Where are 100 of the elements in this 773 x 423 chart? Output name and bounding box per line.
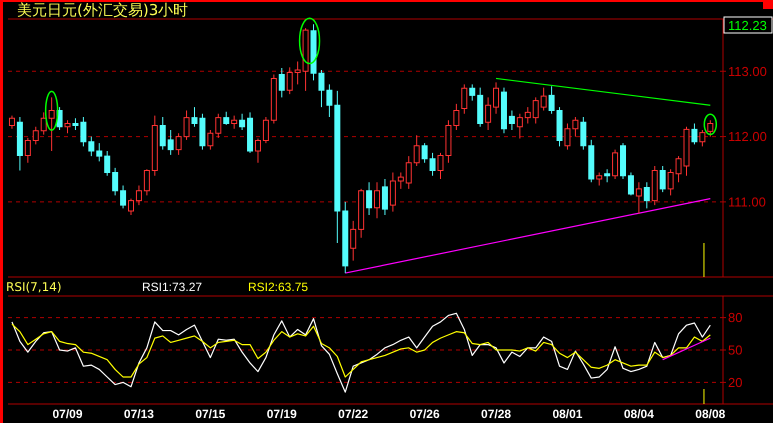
candlestick [184,110,190,140]
candlestick [414,134,420,166]
y-tick-label: 111.00 [728,194,766,210]
x-tick-label: 07/19 [266,407,298,421]
x-tick-label: 08/04 [624,407,654,421]
x-tick-label: 07/15 [195,407,226,421]
candlestick [493,82,500,114]
candlestick [556,106,563,147]
candlestick [620,142,626,180]
x-tick-label: 08/08 [695,407,726,421]
text: RSI2:63.75 [248,280,308,294]
candlestick [580,116,586,150]
candlestick [191,106,198,128]
candlestick [247,112,254,154]
candlestick [508,110,515,131]
candlestick [168,130,174,156]
candlestick [430,152,436,176]
candlestick [422,142,428,164]
x-tick-label: 07/28 [481,407,512,421]
candlestick [8,115,15,130]
text: RSI1:73.27 [142,280,202,294]
candlestick [358,188,364,238]
candlestick [176,132,182,156]
candlestick [199,113,206,150]
candlestick [342,201,348,274]
candlestick [691,123,698,145]
candlestick [239,113,246,131]
y-tick-label: 112.00 [728,129,767,144]
x-tick-label: 07/09 [52,407,83,421]
candlestick [294,60,301,85]
candlestick [207,130,214,150]
candlestick [231,115,238,130]
candlestick [144,168,150,196]
candlestick [660,165,666,193]
candlestick [215,113,222,138]
candlestick [88,136,94,157]
y-tick-label: 50 [728,342,742,358]
candlestick [160,116,166,150]
candlestick [628,172,634,196]
chart-title: 美元日元(外汇交易)3小时 [17,1,188,19]
candlestick [604,168,610,183]
candlestick [80,116,86,147]
candlestick [477,87,484,128]
candlestick [112,167,118,196]
chart-title: RSI(7,14) [6,280,62,294]
candlestick [120,185,126,209]
text: 112.23 [728,18,767,33]
candlestick [302,28,309,92]
candlestick [16,116,23,172]
candlestick [699,130,706,147]
candlestick [374,182,380,219]
candlestick [683,126,690,176]
candlestick [453,103,460,131]
candlestick [668,168,674,196]
candlestick [707,120,714,138]
candlestick [516,113,523,140]
candlestick [636,182,642,214]
candlestick [612,149,618,180]
candlestick [390,172,396,212]
candlestick [564,123,570,150]
candlestick [334,90,340,244]
candlestick [461,84,468,114]
candlestick [350,220,356,262]
line-series [11,312,711,393]
candlestick [24,137,31,164]
candlestick [572,116,578,138]
candlestick [382,178,388,216]
candlestick [128,198,134,216]
candlestick [366,182,372,216]
line-series [11,323,711,378]
candlestick [469,84,476,102]
y-tick-label: 113.00 [728,64,767,79]
candlestick [48,96,55,152]
x-tick-label: 07/26 [410,407,440,421]
candlestick [262,116,269,144]
candlestick [676,156,682,183]
candlestick [278,67,285,98]
candlestick [286,66,293,95]
candlestick [596,172,602,186]
candlestick [652,165,658,206]
candlestick [445,120,452,164]
y-tick-label: 80 [728,310,742,326]
x-tick-label: 08/01 [552,407,583,421]
candlestick [64,120,71,134]
candlestick [72,118,78,131]
candlestick [310,24,317,81]
candlestick [152,115,158,176]
candlestick [588,139,594,183]
candlestick [223,111,230,126]
candlestick [485,96,492,131]
candlestick [437,152,444,180]
x-tick-label: 07/22 [338,407,369,421]
candlestick [254,138,261,164]
candlestick [136,185,142,206]
candlestick [318,69,324,108]
candlestick [540,87,547,111]
candlestick [548,86,555,114]
x-tick-label: 07/13 [124,407,154,421]
candlestick [644,182,650,209]
candlestick [326,84,332,118]
